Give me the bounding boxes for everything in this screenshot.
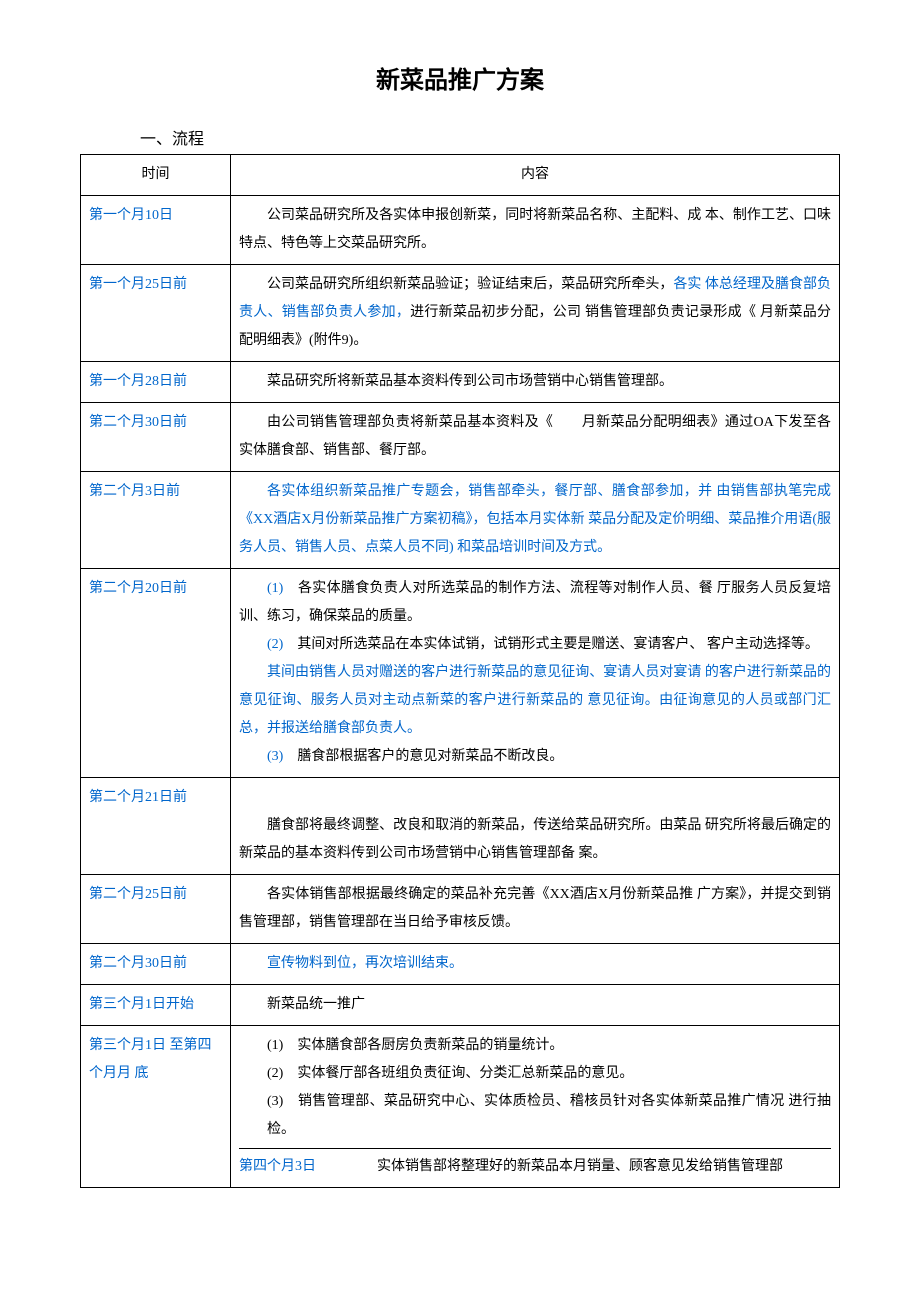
- header-content: 内容: [231, 155, 840, 196]
- time-cell: 第一个月25日前: [81, 265, 231, 362]
- table-row: 第三个月1日 至第四个月月 底(1) 实体膳食部各厨房负责新菜品的销量统计。(2…: [81, 1026, 840, 1188]
- table-row: 第一个月28日前菜品研究所将新菜品基本资料传到公司市场营销中心销售管理部。: [81, 362, 840, 403]
- nested-time: 第四个月3日: [239, 1153, 349, 1181]
- content-cell: 公司菜品研究所组织新菜品验证；验证结束后，菜品研究所牵头，各实 体总经理及膳食部…: [231, 265, 840, 362]
- time-cell: 第一个月10日: [81, 196, 231, 265]
- nested-content: 实体销售部将整理好的新菜品本月销量、顾客意见发给销售管理部: [349, 1153, 783, 1181]
- table-row: 第二个月30日前宣传物料到位，再次培训结束。: [81, 944, 840, 985]
- process-table: 时间 内容 第一个月10日公司菜品研究所及各实体申报创新菜，同时将新菜品名称、主…: [80, 154, 840, 1188]
- time-cell: 第二个月21日前: [81, 778, 231, 875]
- time-cell: 第一个月28日前: [81, 362, 231, 403]
- content-cell: 宣传物料到位，再次培训结束。: [231, 944, 840, 985]
- time-cell: 第三个月1日开始: [81, 985, 231, 1026]
- time-cell: 第三个月1日 至第四个月月 底: [81, 1026, 231, 1188]
- page-title: 新菜品推广方案: [80, 60, 840, 95]
- table-row: 第二个月20日前(1) 各实体膳食负责人对所选菜品的制作方法、流程等对制作人员、…: [81, 569, 840, 778]
- content-cell: (1) 各实体膳食负责人对所选菜品的制作方法、流程等对制作人员、餐 厅服务人员反…: [231, 569, 840, 778]
- table-row: 第三个月1日开始新菜品统一推广: [81, 985, 840, 1026]
- time-cell: 第二个月30日前: [81, 403, 231, 472]
- content-cell: 公司菜品研究所及各实体申报创新菜，同时将新菜品名称、主配料、成 本、制作工艺、口…: [231, 196, 840, 265]
- time-cell: 第二个月30日前: [81, 944, 231, 985]
- content-cell: 由公司销售管理部负责将新菜品基本资料及《 月新菜品分配明细表》通过OA下发至各实…: [231, 403, 840, 472]
- table-row: 第一个月10日公司菜品研究所及各实体申报创新菜，同时将新菜品名称、主配料、成 本…: [81, 196, 840, 265]
- content-cell: 各实体组织新菜品推广专题会，销售部牵头，餐厅部、膳食部参加，并 由销售部执笔完成…: [231, 472, 840, 569]
- header-time: 时间: [81, 155, 231, 196]
- table-row: 第二个月30日前由公司销售管理部负责将新菜品基本资料及《 月新菜品分配明细表》通…: [81, 403, 840, 472]
- content-cell: (1) 实体膳食部各厨房负责新菜品的销量统计。(2) 实体餐厅部各班组负责征询、…: [231, 1026, 840, 1188]
- table-row: 第二个月3日前各实体组织新菜品推广专题会，销售部牵头，餐厅部、膳食部参加，并 由…: [81, 472, 840, 569]
- table-row: 第一个月25日前公司菜品研究所组织新菜品验证；验证结束后，菜品研究所牵头，各实 …: [81, 265, 840, 362]
- table-row: 第二个月25日前各实体销售部根据最终确定的菜品补充完善《XX酒店X月份新菜品推 …: [81, 875, 840, 944]
- table-row: 第二个月21日前膳食部将最终调整、改良和取消的新菜品，传送给菜品研究所。由菜品 …: [81, 778, 840, 875]
- content-cell: 膳食部将最终调整、改良和取消的新菜品，传送给菜品研究所。由菜品 研究所将最后确定…: [231, 778, 840, 875]
- time-cell: 第二个月25日前: [81, 875, 231, 944]
- section-heading: 一、流程: [140, 125, 840, 149]
- content-cell: 各实体销售部根据最终确定的菜品补充完善《XX酒店X月份新菜品推 广方案》，并提交…: [231, 875, 840, 944]
- time-cell: 第二个月3日前: [81, 472, 231, 569]
- time-cell: 第二个月20日前: [81, 569, 231, 778]
- content-cell: 新菜品统一推广: [231, 985, 840, 1026]
- content-cell: 菜品研究所将新菜品基本资料传到公司市场营销中心销售管理部。: [231, 362, 840, 403]
